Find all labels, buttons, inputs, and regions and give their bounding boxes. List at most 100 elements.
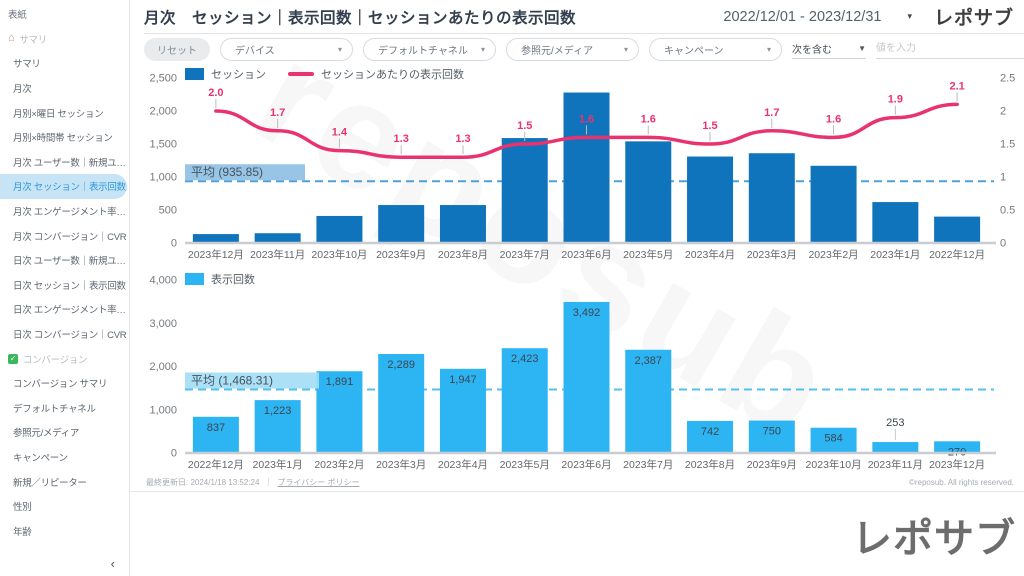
x-axis-label: 2023年8月 <box>438 248 488 261</box>
session-bar[interactable] <box>687 156 734 243</box>
pageview-bar[interactable] <box>254 400 301 453</box>
sidebar-item-label: 月別×時間帯 セッション <box>13 133 113 145</box>
pageview-bar[interactable] <box>687 420 734 453</box>
filter-dropdown-0[interactable]: デバイス ▾ <box>220 37 353 61</box>
average-label-bg <box>185 372 319 389</box>
sidebar-item[interactable]: 月次 セッション｜表示回数 <box>0 174 127 199</box>
pageview-bar[interactable] <box>563 301 610 453</box>
date-range-picker[interactable]: 2022/12/01 - 2023/12/31 ▾ <box>723 9 912 25</box>
session-bar[interactable] <box>934 216 981 243</box>
bar-value-label: 2,289 <box>387 359 415 371</box>
sidebar-item-label: デフォルトチャネル <box>13 403 96 415</box>
sidebar-item-label: サマリ <box>13 59 41 71</box>
legend-line-swatch-icon <box>288 72 314 76</box>
right-axis-tick: 0 <box>1000 238 1006 250</box>
x-axis-label: 2023年1月 <box>870 248 920 261</box>
session-bar[interactable] <box>254 233 301 243</box>
pageview-bar[interactable] <box>810 427 857 453</box>
pageview-bar[interactable] <box>872 442 919 453</box>
session-bar[interactable] <box>625 141 672 243</box>
line-value-label: 1.4 <box>332 127 348 139</box>
pageview-bar[interactable] <box>378 354 425 453</box>
average-label: 平均 (1,468.31) <box>191 373 273 387</box>
chevron-down-icon: ▾ <box>480 44 485 54</box>
session-bar[interactable] <box>378 205 425 243</box>
pageview-bar[interactable] <box>439 368 486 453</box>
pageview-bar[interactable] <box>501 348 548 453</box>
pageview-bar[interactable] <box>192 416 239 453</box>
filter-dropdown-label: 参照元/メディア <box>521 45 594 57</box>
y-axis-tick: 2,500 <box>149 73 177 85</box>
bar-value-label: 1,223 <box>264 405 292 417</box>
x-axis-label: 2022年12月 <box>929 248 985 261</box>
sidebar-item[interactable]: キャンペーン <box>0 445 129 470</box>
sidebar-section-header: ✓ コンバージョン <box>0 346 129 371</box>
sidebar-item-label: サマリ <box>19 34 47 46</box>
sidebar-item[interactable]: 日次 ユーザー数｜新規ユ… <box>0 248 129 273</box>
pageview-bar[interactable] <box>625 349 672 453</box>
sidebar-item-label: コンバージョン <box>23 354 88 366</box>
sidebar-item[interactable]: 日次 コンバージョン｜CVR <box>0 322 129 347</box>
last-updated-text: 最終更新日: 2024/1/18 13:52:24 <box>146 478 260 487</box>
line-value-label: 1.6 <box>826 113 841 125</box>
sidebar-item[interactable]: 参照元/メディア <box>0 420 129 445</box>
bar-value-label: 1,891 <box>326 376 354 388</box>
y-axis-tick: 4,000 <box>149 275 177 287</box>
session-bar[interactable] <box>748 153 795 243</box>
session-bar[interactable] <box>872 202 919 243</box>
x-axis-label: 2023年11月 <box>868 458 923 471</box>
footer-divider <box>130 491 1024 492</box>
session-bar[interactable] <box>563 92 610 243</box>
bar-value-label: 1,947 <box>449 374 477 386</box>
sidebar-item[interactable]: 月次 コンバージョン｜CVR <box>0 223 129 248</box>
y-axis-tick: 2,000 <box>149 106 177 118</box>
line-value-label: 1.5 <box>517 120 532 132</box>
sidebar-item[interactable]: 日次 セッション｜表示回数 <box>0 273 129 298</box>
page-title: 月次 セッション｜表示回数｜セッションあたりの表示回数 <box>144 9 577 27</box>
sidebar-item[interactable]: 月次 ユーザー数｜新規ユ… <box>0 150 129 175</box>
sidebar-item[interactable]: 年齢 <box>0 518 129 543</box>
line-value-label: 2.1 <box>949 80 964 92</box>
pageview-bar[interactable] <box>316 371 363 453</box>
sidebar-item[interactable]: 月次 <box>0 76 129 101</box>
match-condition-select[interactable]: 次を含む ▼ <box>792 39 866 59</box>
filter-value-input[interactable] <box>876 39 1024 59</box>
session-bar[interactable] <box>192 234 239 243</box>
sidebar-item-label: 月次 エンゲージメント率… <box>13 207 126 219</box>
x-axis-label: 2023年9月 <box>376 248 426 261</box>
filter-dropdown-3[interactable]: キャンペーン ▾ <box>649 37 782 61</box>
sidebar-item-label: 年齢 <box>13 526 32 538</box>
filter-dropdown-2[interactable]: 参照元/メディア ▾ <box>506 37 639 61</box>
sidebar-item[interactable]: 性別 <box>0 494 129 519</box>
right-axis-tick: 1 <box>1000 172 1006 184</box>
pageview-bar[interactable] <box>934 441 981 453</box>
filter-dropdown-1[interactable]: デフォルトチャネル ▾ <box>363 37 496 61</box>
sidebar-item[interactable]: コンバージョン サマリ <box>0 371 129 396</box>
bar-value-label: 584 <box>824 433 842 445</box>
app-logo: レポサブ <box>933 8 1014 29</box>
sidebar-collapse-button[interactable]: ‹ <box>110 556 115 571</box>
filter-bar: リセット デバイス ▾ デフォルトチャネル ▾ 参照元/メディア ▾ キャンペーン ▾ 次を含… <box>144 34 1024 64</box>
match-condition-value: 次を含む <box>792 45 832 56</box>
session-bar[interactable] <box>439 205 486 243</box>
sidebar-item[interactable]: 新規／リピーター <box>0 469 129 494</box>
session-bar[interactable] <box>810 165 857 243</box>
sidebar-item[interactable]: 表紙 <box>0 2 129 27</box>
privacy-policy-link[interactable]: プライバシー ポリシー <box>277 478 360 487</box>
sidebar-item-label: 日次 エンゲージメント率… <box>13 305 126 317</box>
line-value-label: 1.3 <box>455 133 470 145</box>
x-axis-label: 2023年12月 <box>188 248 244 261</box>
sidebar-item[interactable]: サマリ <box>0 51 129 76</box>
sidebar-item[interactable]: 月次 エンゲージメント率… <box>0 199 129 224</box>
session-bar[interactable] <box>501 138 548 243</box>
sidebar-item[interactable]: デフォルトチャネル <box>0 396 129 421</box>
chevron-down-icon: ▾ <box>766 44 771 54</box>
sidebar-section-header: ⌂ サマリ <box>0 27 129 52</box>
session-bar[interactable] <box>316 215 363 243</box>
reset-button[interactable]: リセット <box>144 37 210 61</box>
sidebar-item-label: 月次 セッション｜表示回数 <box>13 182 126 194</box>
sidebar-item[interactable]: 月別×曜日 セッション <box>0 100 129 125</box>
pageview-bar[interactable] <box>748 420 795 453</box>
sidebar-item[interactable]: 月別×時間帯 セッション <box>0 125 129 150</box>
sidebar-item[interactable]: 日次 エンゲージメント率… <box>0 297 129 322</box>
